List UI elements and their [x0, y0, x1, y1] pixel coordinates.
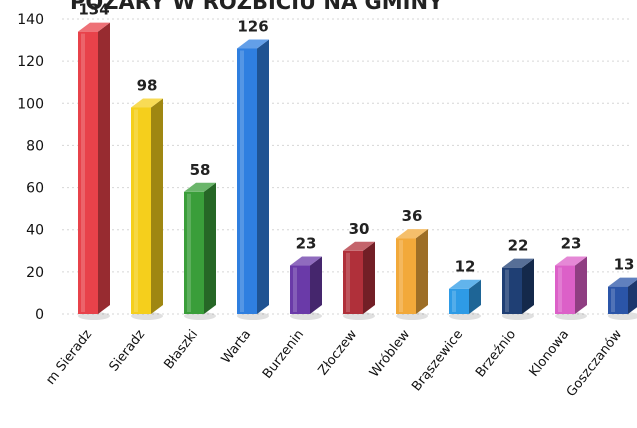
x-tick-label: Błaszki: [161, 327, 201, 372]
bar: [396, 229, 428, 320]
data-label: 30: [349, 220, 370, 238]
x-tick-label: Warta: [219, 327, 254, 366]
bar: [555, 256, 587, 320]
x-tick-label: Sieradz: [107, 327, 149, 374]
data-label: 126: [237, 18, 268, 36]
data-label: 13: [614, 256, 635, 274]
y-tick-label: 40: [26, 223, 44, 239]
y-tick-label: 20: [26, 265, 44, 281]
bars: [78, 22, 637, 320]
y-axis-ticks: 0 20 40 60 80 100 120 140: [17, 12, 44, 323]
y-tick-label: 80: [26, 138, 44, 154]
x-tick-label: Burzenin: [260, 327, 307, 381]
bar: [502, 258, 534, 320]
bar: [343, 241, 375, 320]
data-label: 22: [508, 237, 529, 255]
y-tick-label: 120: [17, 54, 44, 70]
bar: [237, 39, 269, 320]
x-tick-label: Brzeźnio: [473, 327, 519, 380]
bar: [449, 279, 481, 320]
y-tick-label: 140: [17, 12, 44, 28]
data-label: 23: [296, 235, 317, 253]
chart-title: POŻARY W ROZBICIU NA GMINY: [70, 0, 444, 14]
data-label: 36: [402, 207, 423, 225]
bar: [184, 182, 216, 320]
bar: [290, 256, 322, 320]
y-tick-label: 60: [26, 181, 44, 197]
x-tick-label: m Sieradz: [43, 327, 95, 388]
x-tick-label: Brąszewice: [409, 327, 466, 394]
x-tick-label: Wróblew: [367, 327, 413, 380]
data-label: 12: [455, 258, 476, 276]
x-axis-ticks: m Sieradz Sieradz Błaszki Warta Burzenin Złoc…: [43, 327, 625, 400]
x-tick-label: Goszczanów: [564, 327, 626, 400]
bar: [78, 22, 110, 320]
y-tick-label: 0: [35, 307, 44, 323]
data-label: 58: [190, 161, 211, 179]
data-label: 23: [561, 235, 582, 253]
data-label: 134: [78, 1, 109, 19]
x-tick-label: Złoczew: [316, 327, 361, 378]
x-tick-label: Klonowa: [527, 327, 573, 379]
bar: [608, 277, 637, 320]
data-label: 98: [137, 77, 158, 95]
y-tick-label: 100: [17, 96, 44, 112]
data-labels: 134 98 58 126 23 30 36 12 22 23 13: [78, 1, 634, 276]
bar: [131, 98, 163, 320]
